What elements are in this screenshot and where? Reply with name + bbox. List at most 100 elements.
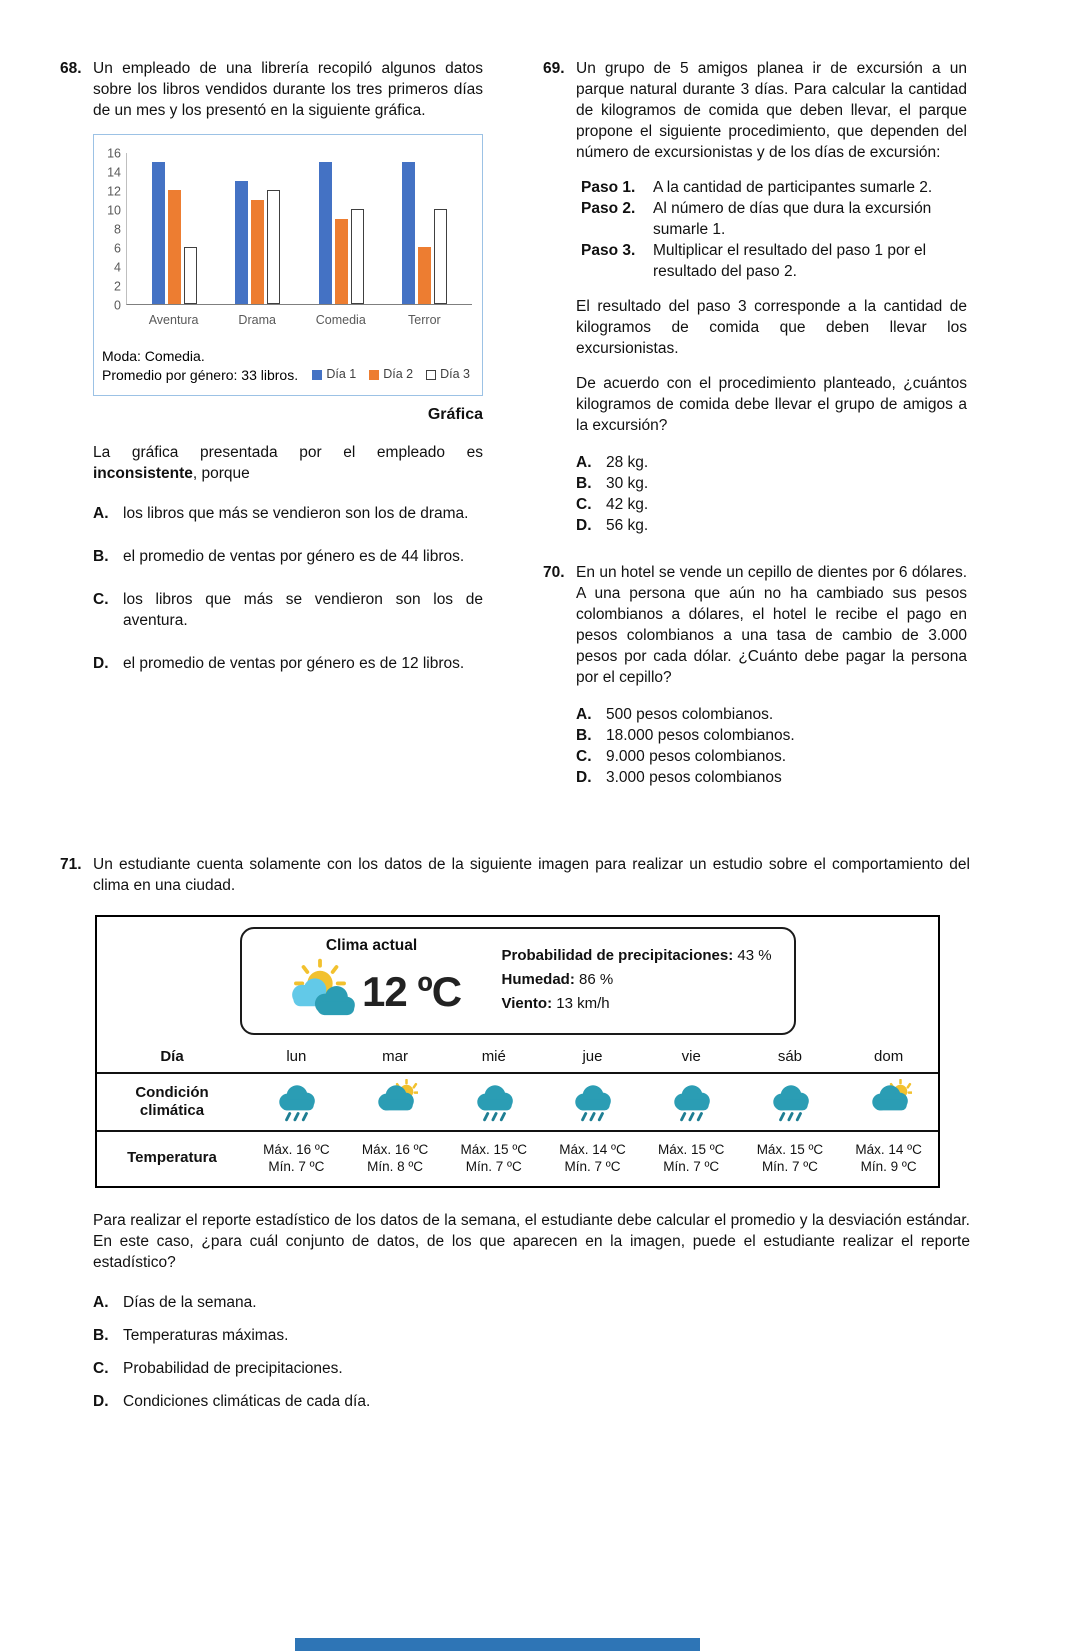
y-tick-label: 0 [114, 297, 121, 312]
step-text: Multiplicar el resultado del paso 1 por … [653, 242, 927, 280]
y-tick-label: 16 [107, 145, 121, 160]
y-tick-label: 4 [114, 259, 121, 274]
stat-line: Viento: 13 km/h [502, 992, 780, 1016]
option-letter: D. [93, 1393, 109, 1410]
bar-día-1 [235, 180, 249, 304]
legend-swatch [369, 369, 380, 380]
question-number: 71. [60, 856, 82, 873]
temp-min: Mín. 7 ºC [465, 1159, 522, 1174]
bar-groups [126, 153, 472, 305]
stem-bold-word: inconsistente [93, 465, 193, 482]
option-text: Probabilidad de precipitaciones. [123, 1360, 343, 1377]
legend-label: Día 1 [326, 367, 357, 381]
bar-día-2 [334, 218, 348, 304]
temp-max: Máx. 14 ºC [559, 1142, 626, 1157]
legend-swatch [312, 369, 323, 380]
bar-día-1 [151, 161, 165, 304]
footer-bar [295, 1638, 700, 1651]
right-column: 69. Un grupo de 5 amigos planea ir de ex… [543, 58, 967, 788]
temperature-cell: Máx. 14 ºC Mín. 9 ºC [839, 1141, 938, 1175]
step-label: Paso 1. [581, 179, 636, 196]
option-text: 3.000 pesos colombianos [606, 769, 782, 786]
answer-option: D. el promedio de ventas por género es de… [93, 653, 483, 674]
day-name: sáb [777, 1048, 803, 1065]
answer-option: C. 42 kg. [576, 494, 967, 515]
answer-option: C. 9.000 pesos colombianos. [576, 746, 967, 767]
option-letter: C. [576, 496, 592, 513]
step-row: Paso 3. Multiplicar el resultado del paso… [581, 240, 967, 282]
question-71: 71. Un estudiante cuenta solamente con l… [60, 854, 970, 1412]
question-68: 68. Un empleado de una librería recopiló… [60, 58, 483, 674]
temp-min: Mín. 8 ºC [367, 1159, 424, 1174]
option-letter: A. [576, 454, 592, 471]
bar-día-2 [418, 247, 432, 304]
stat-label: Viento: [501, 995, 557, 1012]
temp-max: Máx. 16 ºC [263, 1142, 330, 1157]
option-letter: C. [93, 1360, 109, 1377]
bar-group [305, 161, 377, 304]
condition-row: Condición climática [97, 1074, 938, 1132]
legend-label: Día 3 [440, 367, 470, 381]
chart-annotation: Promedio por género: 33 libros. [102, 367, 299, 383]
bar-día-1 [318, 161, 332, 304]
weather-stats: Probabilidad de precipitaciones: 43 % Hum… [488, 944, 780, 1016]
temp-max: Máx. 15 ºC [657, 1142, 725, 1157]
temp-min: Mín. 9 ºC [860, 1159, 917, 1174]
stat-value: 86 % [579, 971, 614, 988]
y-tick-label: 12 [107, 183, 121, 198]
answer-option: A. 500 pesos colombianos. [576, 704, 967, 725]
question-prompt: En un hotel se vende un cepillo de dient… [576, 564, 967, 686]
chart-annotations: Moda: Comedia. Promedio por género: 33 li… [102, 347, 298, 385]
option-letter: B. [576, 727, 592, 744]
day-name: lun [286, 1048, 307, 1065]
question-prompt: Un estudiante cuenta solamente con los d… [93, 856, 970, 894]
option-text: 56 kg. [606, 517, 649, 534]
current-weather-title: Clima actual [325, 937, 418, 954]
two-column-layout: 68. Un empleado de una librería recopiló… [60, 58, 970, 788]
question-number: 70. [543, 564, 565, 581]
chart-annotation: Moda: Comedia. [102, 348, 205, 364]
options-list: A. Días de la semana. B. Temperaturas máxim… [93, 1292, 970, 1412]
question-stem: La gráfica presentada por el empleado es… [93, 442, 483, 484]
day-row: Día lun mar mié jue vie sáb dom [97, 1039, 938, 1074]
answer-option: A. Días de la semana. [93, 1292, 970, 1313]
legend-swatch [426, 369, 437, 380]
temp-min: Mín. 7 ºC [268, 1159, 325, 1174]
current-weather-panel: Clima actual 12 ºC Probabilidad de preci… [239, 927, 796, 1035]
answer-option: B. el promedio de ventas por género es de… [93, 546, 483, 567]
option-letter: D. [93, 655, 109, 672]
option-letter: A. [93, 505, 109, 522]
option-text: 9.000 pesos colombianos. [606, 748, 787, 765]
bar-día-3 [350, 209, 364, 304]
option-text: los libros que más se vendieron son los … [123, 505, 469, 522]
temperature-cell: Máx. 15 ºC Mín. 7 ºC [444, 1141, 543, 1175]
question-70: 70. En un hotel se vende un cepillo de d… [543, 562, 967, 788]
figure-caption: Gráfica [427, 406, 483, 423]
sun-cloud-icon [346, 1079, 445, 1125]
step-label: Paso 2. [581, 200, 636, 217]
temperature-cell: Máx. 16 ºC Mín. 8 ºC [346, 1141, 445, 1175]
temp-max: Máx. 15 ºC [460, 1142, 527, 1157]
option-text: Condiciones climáticas de cada día. [123, 1393, 371, 1410]
option-letter: B. [576, 475, 592, 492]
sun-cloud-icon [282, 958, 358, 1025]
steps-list: Paso 1. A la cantidad de participantes su… [581, 177, 967, 282]
stem-text: La gráfica presentada por el empleado es [93, 444, 483, 461]
options-list: A. 28 kg. B. 30 kg. C. 42 kg. D. 56 kg. [576, 452, 967, 536]
stat-value: 43 % [737, 947, 772, 964]
answer-option: D. Condiciones climáticas de cada día. [93, 1391, 970, 1412]
answer-option: B. 30 kg. [576, 473, 967, 494]
option-letter: C. [93, 591, 109, 608]
bar-día-3 [267, 190, 281, 304]
stem-text: , porque [192, 465, 250, 482]
row-label-temperature: Temperatura [127, 1149, 217, 1166]
bar-día-3 [434, 209, 448, 304]
y-tick-label: 10 [107, 202, 121, 217]
option-letter: B. [93, 1327, 109, 1344]
option-text: el promedio de ventas por género es de 1… [123, 655, 465, 672]
bar-día-2 [167, 190, 181, 304]
chart-figure: 0 2 4 6 8 10 12 14 16 Aventura Drama Comedia Terror… [93, 134, 483, 396]
option-letter: D. [576, 517, 592, 534]
rain-cloud-icon [741, 1079, 840, 1125]
y-tick-label: 6 [114, 240, 121, 255]
